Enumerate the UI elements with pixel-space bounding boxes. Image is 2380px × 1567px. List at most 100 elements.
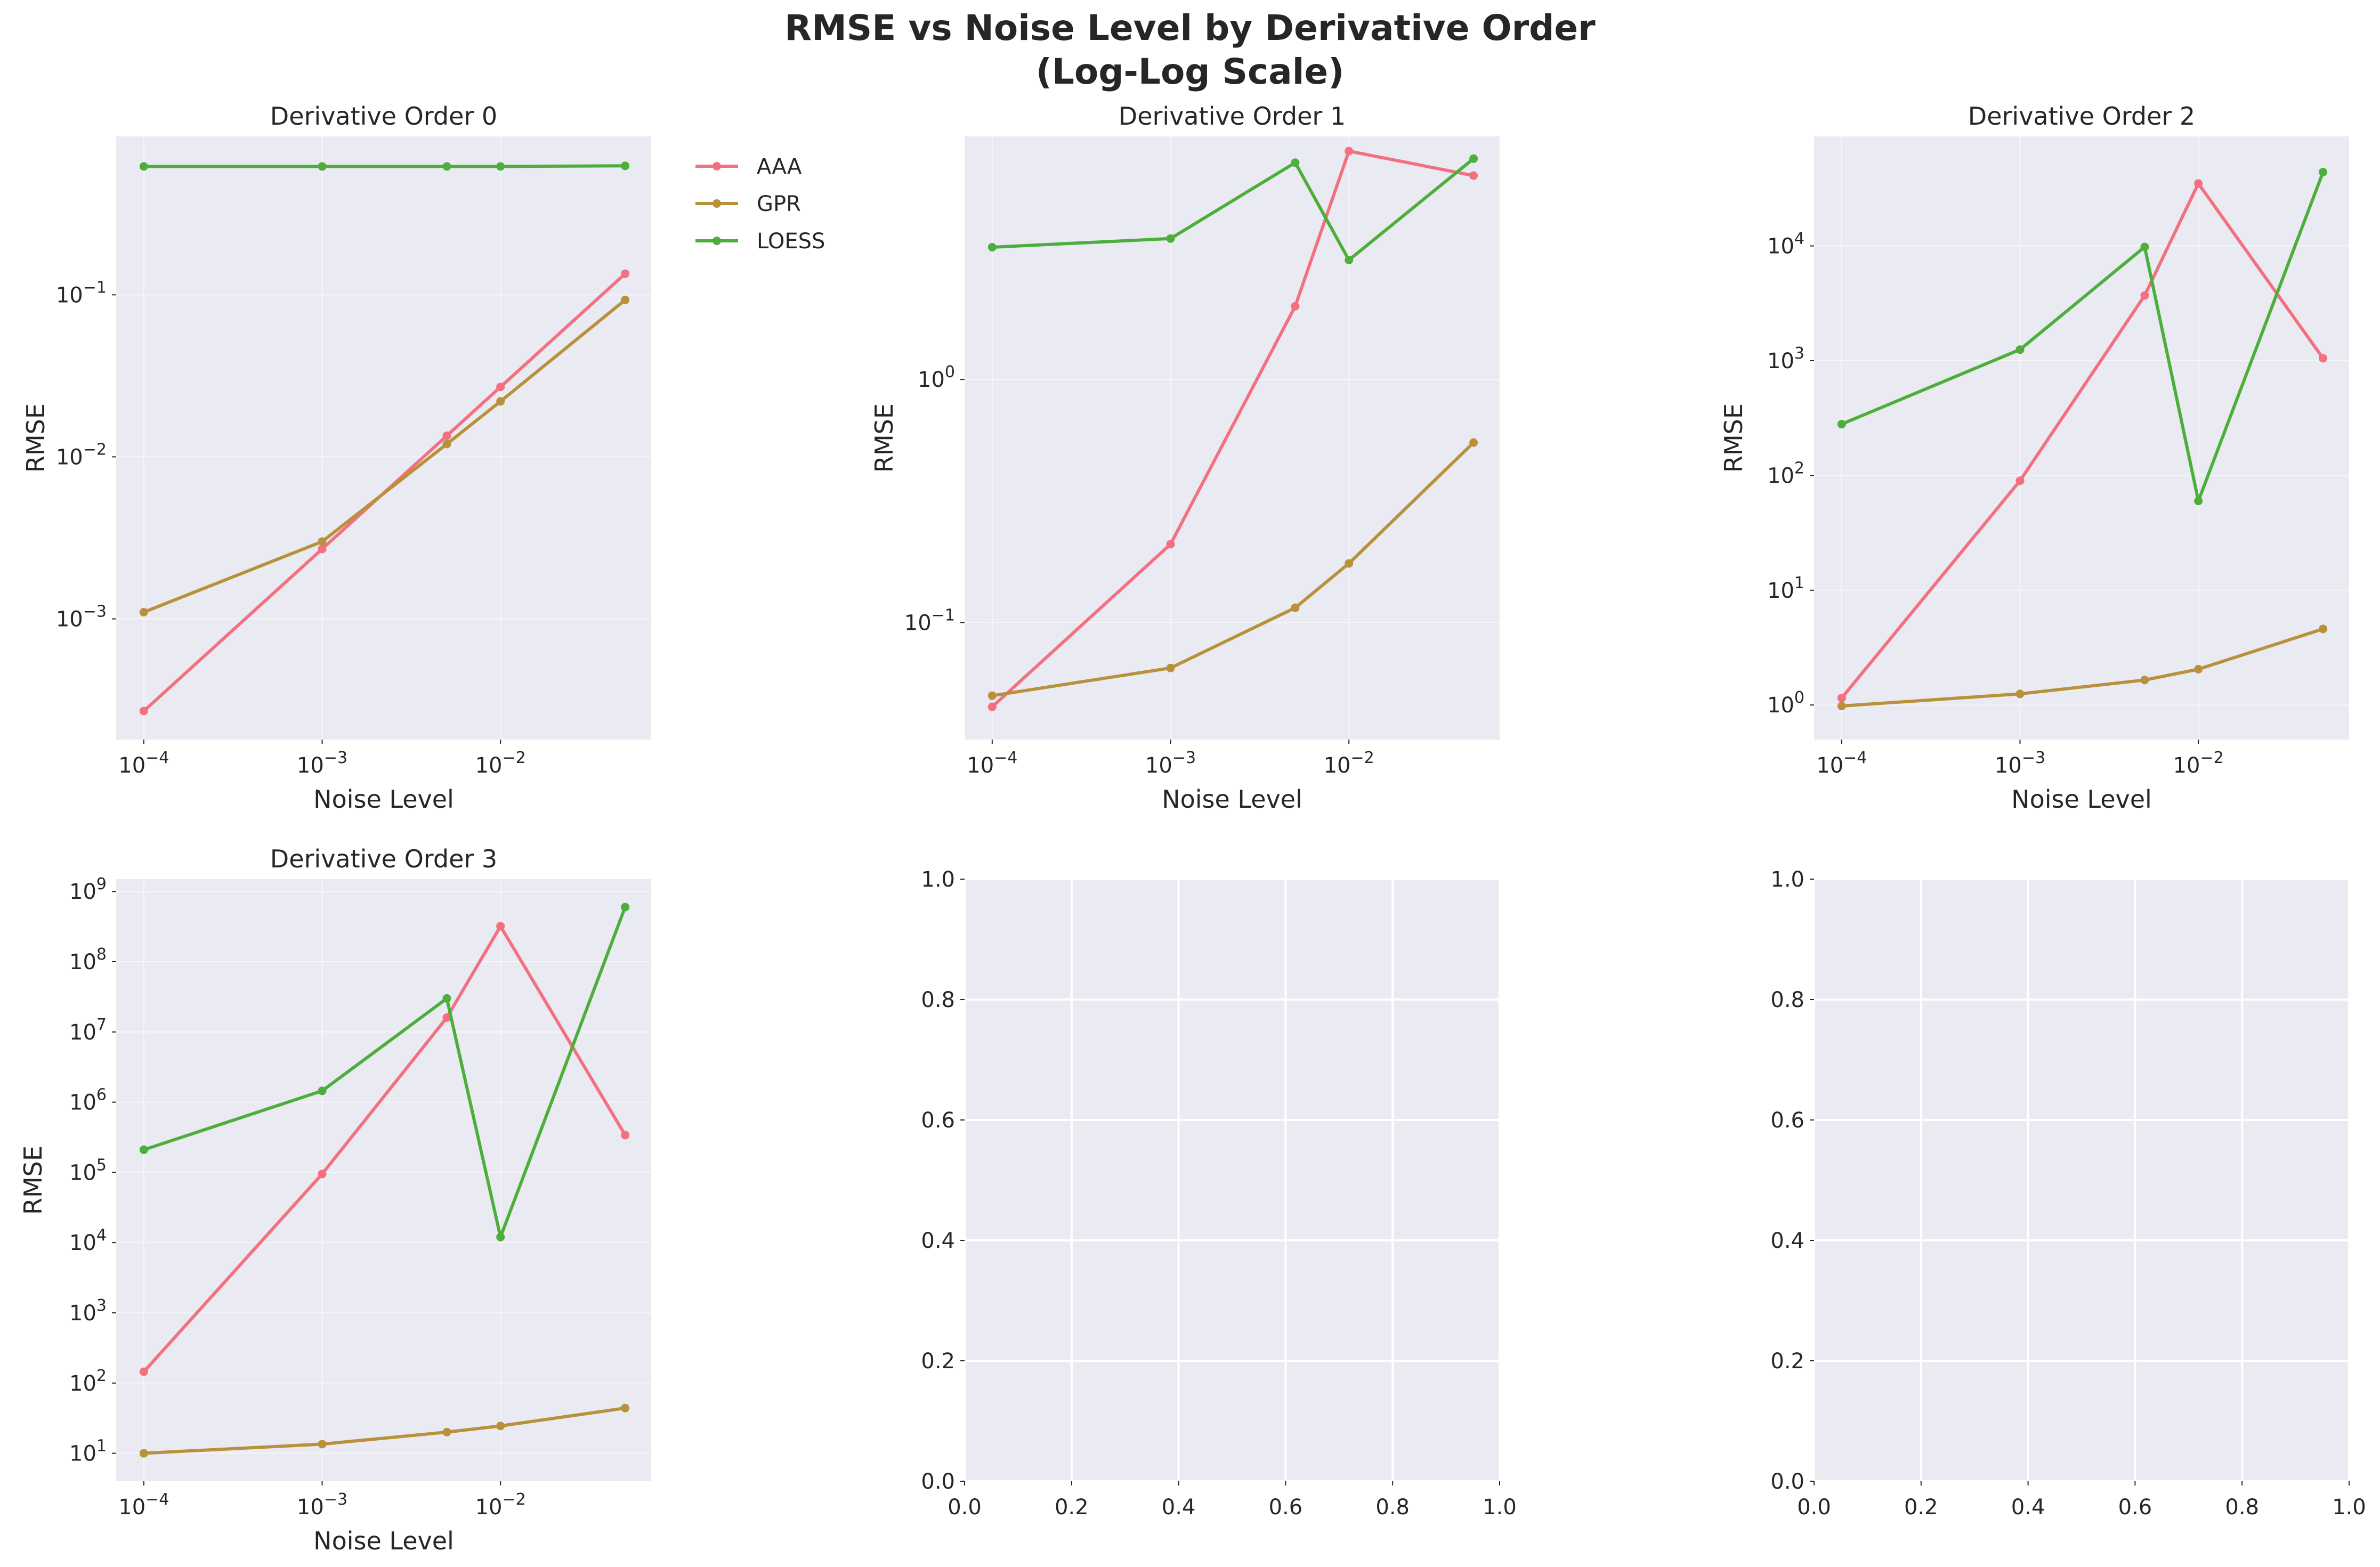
panel-3-ytick-label-4-base: 10: [69, 1160, 96, 1185]
panel-2-xtick-label-2-base: 10: [2173, 753, 2200, 778]
panel-0-ytick-label-1-base: 10: [56, 445, 83, 469]
panel-3-ytick-label-1-base: 10: [69, 1371, 96, 1396]
panel-0-point-loess-0: [139, 162, 148, 171]
panel-3-ytick-label-8-base: 10: [69, 880, 96, 904]
panel-0-ytick-label-2: 10−1: [56, 278, 107, 307]
panel-3-ytick-label-0-exponent: 1: [96, 1437, 107, 1456]
figure-title-line2: (Log-Log Scale): [1035, 51, 1345, 92]
panel-0-xtick-label-1-exponent: −3: [324, 749, 347, 767]
panel-0-point-aaa-4: [621, 269, 630, 278]
panel-3-point-gpr-4: [621, 1403, 630, 1412]
panel-3-ytick-label-7-base: 10: [69, 950, 96, 975]
panel-1-point-gpr-0: [987, 691, 997, 700]
panel-5-ytick-label-1: 0.2: [1770, 1349, 1804, 1374]
panel-0-ylabel: RMSE: [21, 403, 50, 473]
panel-3-xtick-label-0-base: 10: [118, 1495, 145, 1520]
panel-3-ytick-label-1: 102: [69, 1367, 107, 1396]
panel-2-xtick-label-2: 10−2: [2173, 749, 2224, 778]
panel-3-xtick-label-1-exponent: −3: [324, 1490, 347, 1509]
panel-2-xtick-label-0: 10−4: [1816, 749, 1867, 778]
panel-0-point-aaa-2: [442, 431, 451, 440]
panel-5-xtick-label-3: 0.6: [2118, 1495, 2152, 1520]
panel-2-ytick-label-2-base: 10: [1767, 464, 1794, 488]
panel-0-background: [116, 136, 651, 740]
panel-0-xtick-label-2-exponent: −2: [503, 749, 526, 767]
panel-0-ytick-label-2-base: 10: [56, 283, 83, 307]
panel-4-xtick-label-5: 1.0: [1483, 1495, 1517, 1520]
panel-2-xtick-label-0-exponent: −4: [1843, 749, 1867, 767]
panel-1-point-aaa-0: [987, 702, 997, 711]
panel-0-xtick-label-1: 10−3: [297, 749, 347, 778]
panel-3-ytick-label-0-base: 10: [69, 1442, 96, 1466]
figure-title: RMSE vs Noise Level by Derivative Order …: [0, 6, 2380, 94]
panel-2-ytick-label-3-base: 10: [1767, 349, 1794, 374]
panel-2-xlabel: Noise Level: [2011, 785, 2152, 814]
panel-2-ytick-label-0: 100: [1767, 688, 1804, 718]
panel-1-point-gpr-1: [1166, 663, 1175, 672]
panel-0-ytick-label-0-base: 10: [56, 607, 83, 632]
legend-label-aaa: AAA: [757, 155, 802, 179]
panel-3-point-aaa-0: [139, 1367, 148, 1376]
panel-3-ytick-label-2-exponent: 3: [96, 1296, 107, 1315]
panel-3-ytick-label-3-base: 10: [69, 1231, 96, 1255]
panel-3-ytick-label-0: 101: [69, 1437, 107, 1466]
panel-2-point-aaa-0: [1837, 694, 1846, 703]
panel-1-point-loess-4: [1469, 154, 1478, 163]
panel-0-point-aaa-1: [318, 545, 327, 554]
panel-4-ytick-label-2: 0.4: [921, 1229, 955, 1253]
panel-3-background: [116, 879, 651, 1481]
panel-2-background: [1814, 136, 2349, 740]
panel-1-xtick-label-0-exponent: −4: [994, 749, 1017, 767]
panel-1-xtick-label-1-base: 10: [1145, 753, 1172, 778]
panel-1-title: Derivative Order 1: [1119, 102, 1346, 131]
panel-3-ytick-label-2: 103: [69, 1296, 107, 1326]
panel-2-ytick-label-3: 103: [1767, 344, 1804, 374]
panel-3-ytick-label-8: 109: [69, 875, 107, 904]
legend: AAA GPR LOESS: [695, 155, 825, 254]
panel-1-point-loess-1: [1166, 234, 1175, 243]
panel-2-title: Derivative Order 2: [1968, 102, 2195, 131]
panel-3-point-loess-3: [496, 1232, 505, 1241]
panel-4-xtick-label-3: 0.6: [1269, 1495, 1303, 1520]
panel-3-point-gpr-3: [496, 1422, 505, 1431]
panel-3-ytick-label-7-exponent: 8: [96, 945, 107, 964]
panel-2-xtick-label-2-exponent: −2: [2200, 749, 2224, 767]
panel-5-xtick-label-5: 1.0: [2332, 1495, 2366, 1520]
panel-1-xtick-label-2-exponent: −2: [1351, 749, 1374, 767]
panel-5-ytick-label-2: 0.4: [1770, 1229, 1804, 1253]
panel-4-xtick-label-0: 0.0: [948, 1495, 982, 1520]
panel-0-point-aaa-3: [496, 383, 505, 392]
panel-0-xtick-label-2-base: 10: [475, 753, 503, 778]
panel-0-point-gpr-3: [496, 397, 505, 406]
panel-1-point-aaa-1: [1166, 540, 1175, 549]
legend-marker-aaa: [713, 162, 721, 170]
panel-2-point-aaa-2: [2140, 291, 2149, 300]
panel-5-ytick-label-3: 0.6: [1770, 1108, 1804, 1133]
panel-0-ytick-label-0: 10−3: [56, 603, 107, 632]
panel-3-xtick-label-2-base: 10: [475, 1495, 503, 1520]
panel-5-xtick-label-4: 0.8: [2225, 1495, 2259, 1520]
legend-marker-gpr: [713, 199, 721, 208]
panel-3-point-loess-1: [318, 1086, 327, 1095]
panel-2-point-loess-0: [1837, 420, 1846, 429]
panel-0-point-loess-3: [496, 162, 505, 171]
panel-0-xtick-label-2: 10−2: [475, 749, 526, 778]
panel-1-xtick-label-1-exponent: −3: [1172, 749, 1196, 767]
panel-1-ytick-label-0: 10−1: [904, 606, 955, 635]
panel-4-background: [965, 879, 1500, 1481]
panel-1-xtick-label-0: 10−4: [967, 749, 1017, 778]
panel-5-ytick-label-4: 0.8: [1770, 988, 1804, 1012]
panel-1-ytick-label-1-exponent: 0: [945, 363, 955, 381]
panel-2-point-aaa-4: [2319, 354, 2328, 363]
panel-2-xtick-label-1: 10−3: [1995, 749, 2045, 778]
panel-2-point-gpr-0: [1837, 702, 1846, 711]
legend-label-gpr: GPR: [757, 192, 801, 216]
panel-3-ytick-label-1-exponent: 2: [96, 1367, 107, 1385]
panel-1-point-gpr-2: [1291, 603, 1300, 612]
panel-2-point-aaa-3: [2194, 179, 2203, 188]
panel-1-xtick-label-2-base: 10: [1324, 753, 1351, 778]
panel-1-xtick-label-0-base: 10: [967, 753, 994, 778]
panel-3-ylabel: RMSE: [19, 1146, 47, 1215]
